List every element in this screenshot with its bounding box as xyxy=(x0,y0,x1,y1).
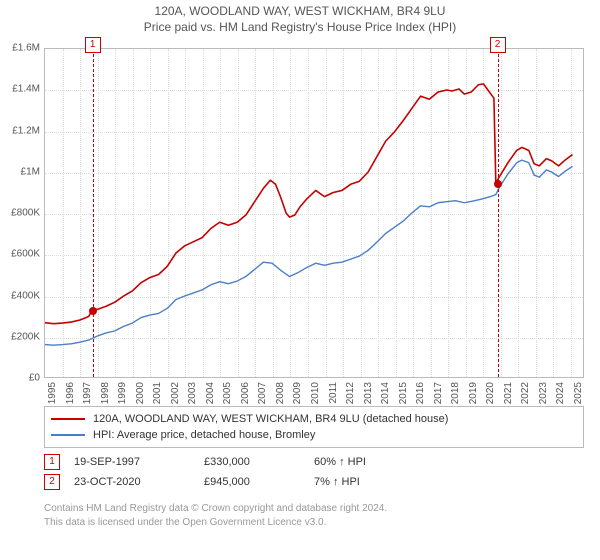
sales-table: 1 19-SEP-1997£330,00060% ↑ HPI 2 23-OCT-202… xyxy=(44,452,584,492)
footer-line-2: This data is licensed under the Open Gov… xyxy=(44,516,584,530)
legend-row: HPI: Average price, detached house, Brom… xyxy=(51,427,577,443)
y-axis-label: £1.4M xyxy=(0,84,40,95)
sales-row-date: 23-OCT-2020 xyxy=(74,476,204,488)
legend-label: 120A, WOODLAND WAY, WEST WICKHAM, BR4 9L… xyxy=(93,413,448,425)
footer-line-1: Contains HM Land Registry data © Crown c… xyxy=(44,502,584,516)
sales-row-marker: 2 xyxy=(44,474,60,490)
sales-row-date: 19-SEP-1997 xyxy=(74,456,204,468)
chart-area: 12 £0£200K£400K£600K£800K£1M£1.2M£1.4M£1… xyxy=(44,48,584,378)
sales-row-diff: 60% ↑ HPI xyxy=(314,456,424,468)
sales-row: 2 23-OCT-2020£945,0007% ↑ HPI xyxy=(44,472,584,492)
legend-swatch xyxy=(51,434,85,436)
chart-title: 120A, WOODLAND WAY, WEST WICKHAM, BR4 9L… xyxy=(0,0,600,18)
y-axis-label: £200K xyxy=(0,331,40,342)
legend-row: 120A, WOODLAND WAY, WEST WICKHAM, BR4 9L… xyxy=(51,411,577,427)
y-axis-label: £600K xyxy=(0,249,40,260)
y-axis-label: £1M xyxy=(0,166,40,177)
page: 120A, WOODLAND WAY, WEST WICKHAM, BR4 9L… xyxy=(0,0,600,560)
y-axis-label: £1.2M xyxy=(0,125,40,136)
sale-marker-box: 2 xyxy=(490,37,506,53)
legend: 120A, WOODLAND WAY, WEST WICKHAM, BR4 9L… xyxy=(44,406,584,448)
series-hpi xyxy=(45,160,573,345)
chart-svg xyxy=(45,49,583,377)
sale-marker-dot xyxy=(494,180,502,188)
sales-row-price: £945,000 xyxy=(204,476,314,488)
sales-row-price: £330,000 xyxy=(204,456,314,468)
sale-marker-box: 1 xyxy=(85,37,101,53)
sale-marker-line xyxy=(93,49,94,377)
sale-marker-dot xyxy=(89,307,97,315)
sale-marker-line xyxy=(498,49,499,377)
y-axis-label: £1.6M xyxy=(0,43,40,54)
y-axis-label: £400K xyxy=(0,290,40,301)
sales-row: 1 19-SEP-1997£330,00060% ↑ HPI xyxy=(44,452,584,472)
series-property xyxy=(45,84,573,324)
sales-row-marker: 1 xyxy=(44,454,60,470)
legend-label: HPI: Average price, detached house, Brom… xyxy=(93,429,315,441)
plot-frame: 12 xyxy=(44,48,584,378)
legend-swatch xyxy=(51,418,85,420)
footer: Contains HM Land Registry data © Crown c… xyxy=(44,502,584,529)
sales-row-diff: 7% ↑ HPI xyxy=(314,476,424,488)
y-axis-label: £800K xyxy=(0,208,40,219)
y-axis-label: £0 xyxy=(0,373,40,384)
